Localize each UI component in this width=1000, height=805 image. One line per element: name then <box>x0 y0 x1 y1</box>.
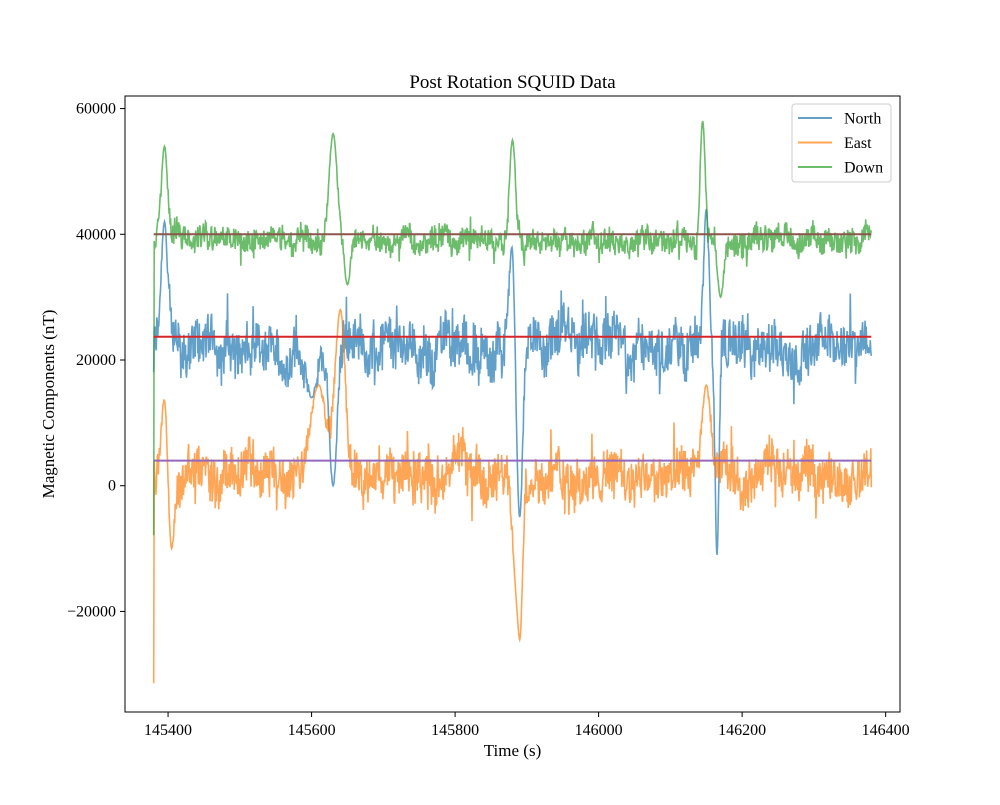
x-axis-label: Time (s) <box>484 741 541 760</box>
x-axis-ticks: 145400 145600 145800 146000 146200 146400 <box>144 712 910 739</box>
chart-title: Post Rotation SQUID Data <box>409 72 616 93</box>
y-axis-ticks: −20000 0 20000 40000 60000 <box>67 101 125 620</box>
y-tick-label: 0 <box>108 478 116 495</box>
x-tick-label: 146400 <box>862 722 910 739</box>
reference-lines <box>153 233 872 462</box>
legend-box <box>791 103 892 183</box>
y-tick-label: 40000 <box>76 226 116 243</box>
series-line-east <box>152 308 873 684</box>
legend-label-down: Down <box>844 160 883 177</box>
series-lines <box>152 120 873 684</box>
x-tick-label: 146000 <box>575 722 623 739</box>
series-line-down <box>152 120 873 536</box>
x-tick-label: 145600 <box>288 722 336 739</box>
x-tick-label: 145400 <box>144 722 192 739</box>
legend: North East Down <box>791 103 892 183</box>
y-tick-label: 20000 <box>76 352 116 369</box>
x-tick-label: 145800 <box>431 722 479 739</box>
x-tick-label: 146200 <box>718 722 766 739</box>
legend-label-north: North <box>844 111 881 128</box>
y-tick-label: −20000 <box>67 603 116 620</box>
y-tick-label: 60000 <box>76 101 116 118</box>
plot-area-frame <box>124 95 901 713</box>
series-line-north <box>152 208 873 555</box>
y-axis-label: Magnetic Components (nT) <box>39 310 58 499</box>
legend-label-east: East <box>844 135 872 152</box>
